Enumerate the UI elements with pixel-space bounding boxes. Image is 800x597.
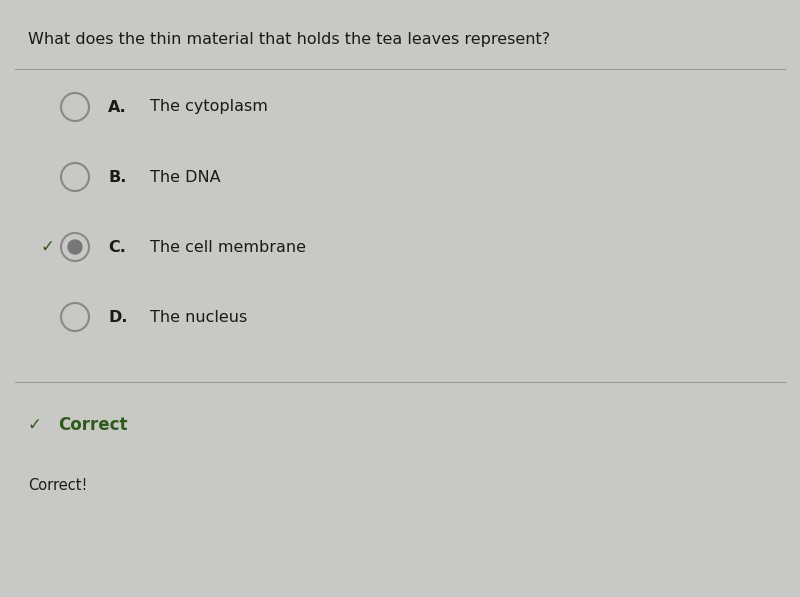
Text: The cytoplasm: The cytoplasm	[150, 100, 268, 115]
Text: The nucleus: The nucleus	[150, 309, 247, 325]
Text: C.: C.	[108, 239, 126, 254]
Text: The cell membrane: The cell membrane	[150, 239, 306, 254]
Text: D.: D.	[108, 309, 127, 325]
Text: B.: B.	[108, 170, 126, 184]
Text: ✓: ✓	[28, 416, 42, 434]
Text: A.: A.	[108, 100, 126, 115]
Text: ✓: ✓	[40, 238, 54, 256]
Text: What does the thin material that holds the tea leaves represent?: What does the thin material that holds t…	[28, 32, 550, 47]
Circle shape	[68, 240, 82, 254]
Text: Correct!: Correct!	[28, 478, 87, 493]
Text: Correct: Correct	[58, 416, 127, 434]
Text: The DNA: The DNA	[150, 170, 221, 184]
